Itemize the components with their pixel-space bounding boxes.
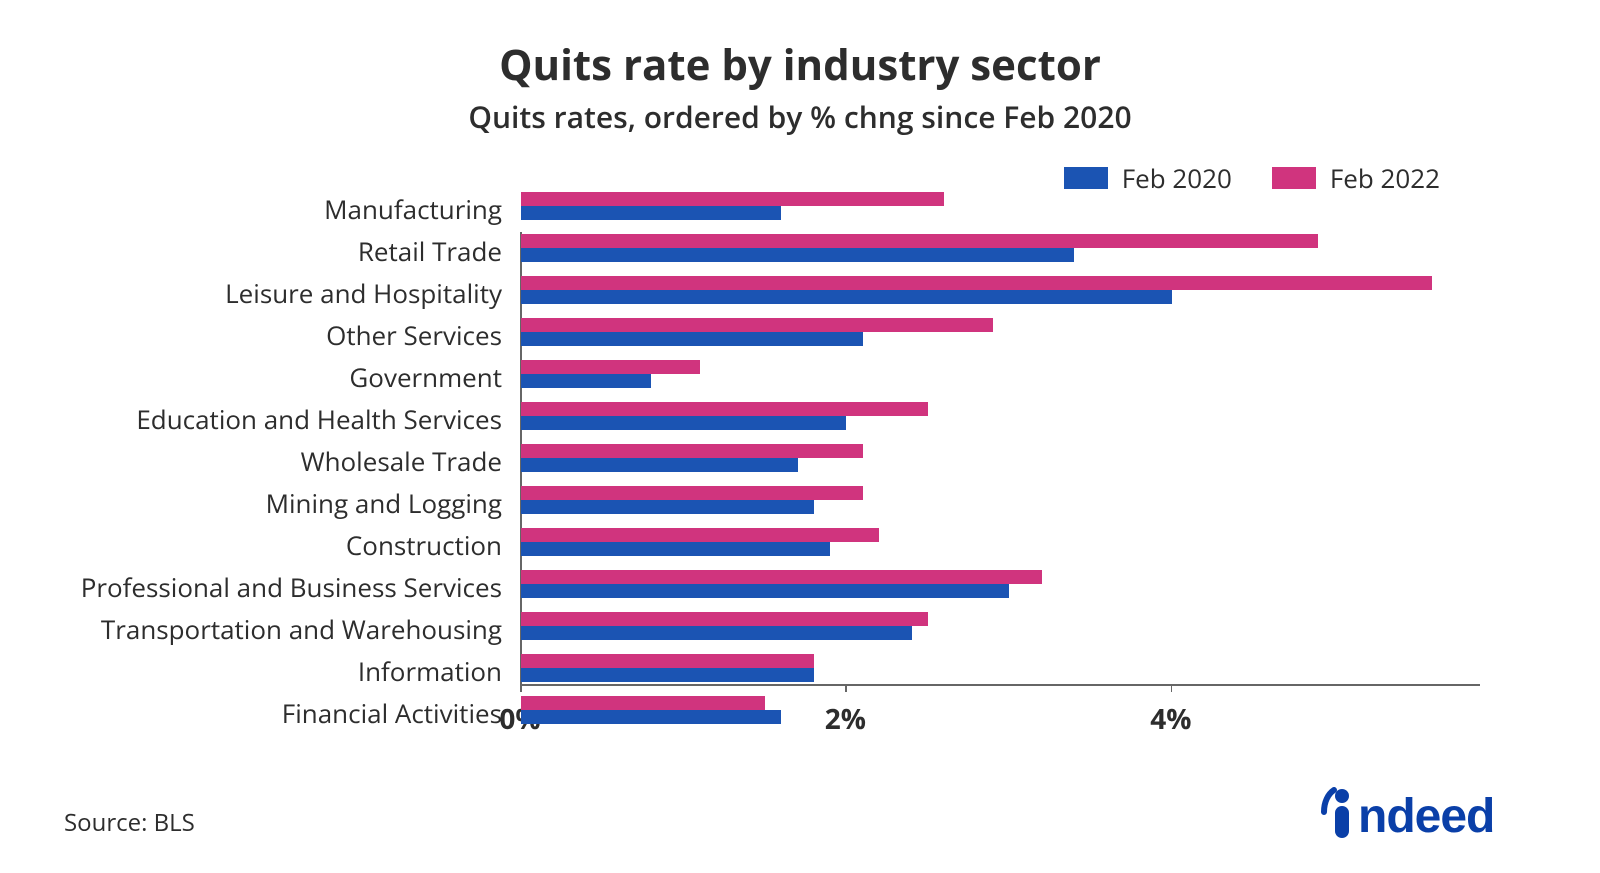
bar <box>521 248 1074 262</box>
bar <box>521 668 814 682</box>
legend-label: Feb 2022 <box>1330 160 1440 196</box>
category-label: Mining and Logging <box>266 485 502 521</box>
category-label: Professional and Business Services <box>81 569 502 605</box>
legend-item: Feb 2020 <box>1064 160 1232 196</box>
legend-swatch <box>1064 167 1108 189</box>
bar <box>521 374 651 388</box>
bar <box>521 500 814 514</box>
category-label: Government <box>349 359 502 395</box>
bar <box>521 654 814 668</box>
category-label: Information <box>358 653 502 689</box>
indeed-logo: ndeed <box>1320 780 1540 849</box>
bar <box>521 416 846 430</box>
bar <box>521 276 1432 290</box>
source-text: Source: BLS <box>64 806 195 839</box>
bar <box>521 570 1042 584</box>
bar <box>521 234 1318 248</box>
bar <box>521 402 928 416</box>
x-axis-line <box>520 684 1480 686</box>
legend-item: Feb 2022 <box>1272 160 1440 196</box>
bar <box>521 696 765 710</box>
chart-title: Quits rate by industry sector <box>0 36 1600 93</box>
category-label: Leisure and Hospitality <box>225 275 502 311</box>
bar <box>521 206 781 220</box>
legend: Feb 2020 Feb 2022 <box>1064 160 1440 196</box>
category-label: Manufacturing <box>324 191 502 227</box>
x-tick <box>845 684 847 692</box>
category-label: Education and Health Services <box>136 401 502 437</box>
bar <box>521 360 700 374</box>
category-label: Other Services <box>326 317 502 353</box>
bar <box>521 710 781 724</box>
bar <box>521 444 863 458</box>
category-label: Financial Activities <box>282 695 502 731</box>
bar <box>521 290 1172 304</box>
bar <box>521 332 863 346</box>
bar <box>521 192 944 206</box>
chart-root: Quits rate by industry sector Quits rate… <box>0 0 1600 873</box>
bar <box>521 318 993 332</box>
category-label: Construction <box>346 527 502 563</box>
bar <box>521 542 830 556</box>
x-tick-label: 2% <box>805 700 885 738</box>
bar <box>521 528 879 542</box>
legend-swatch <box>1272 167 1316 189</box>
category-label: Retail Trade <box>358 233 502 269</box>
x-tick-label: 4% <box>1131 700 1211 738</box>
bar <box>521 626 912 640</box>
legend-label: Feb 2020 <box>1122 160 1232 196</box>
bar <box>521 584 1009 598</box>
svg-text:ndeed: ndeed <box>1358 790 1494 843</box>
bar <box>521 486 863 500</box>
category-label: Transportation and Warehousing <box>101 611 502 647</box>
bar <box>521 458 798 472</box>
chart-subtitle: Quits rates, ordered by % chng since Feb… <box>0 96 1600 137</box>
plot-area: 0%2%4% <box>520 232 1480 684</box>
x-tick <box>520 684 522 692</box>
bar <box>521 612 928 626</box>
x-tick <box>1171 684 1173 692</box>
category-label: Wholesale Trade <box>301 443 502 479</box>
